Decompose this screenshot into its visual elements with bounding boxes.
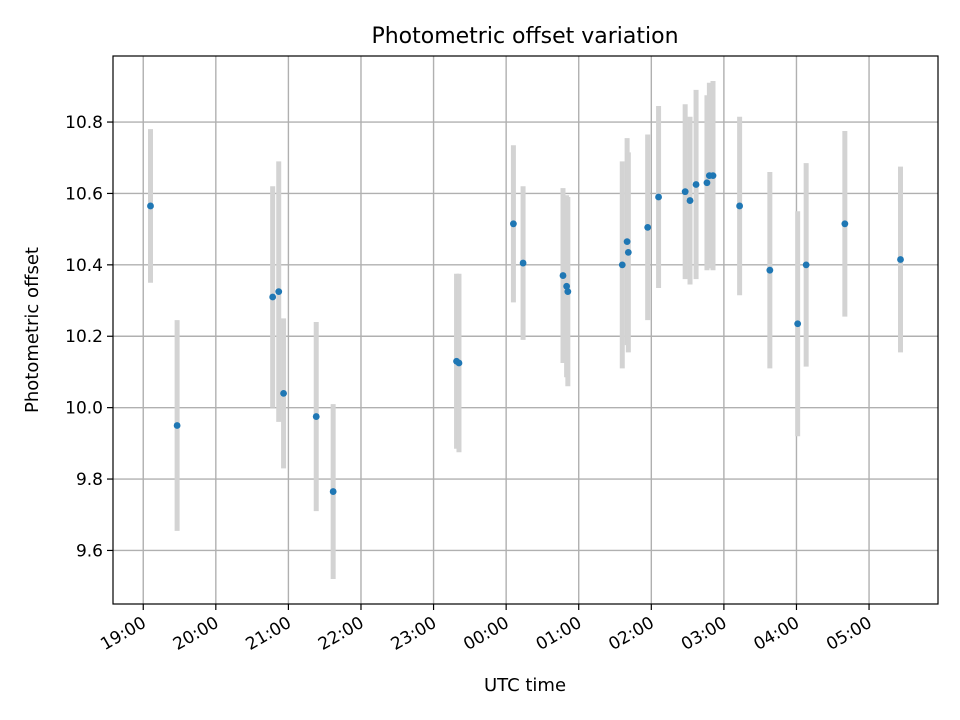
data-point: [841, 220, 849, 228]
y-axis-ticks: 9.6 9.8 10.0 10.2 10.4 10.6 10.8: [65, 113, 113, 561]
x-tick-label: 23:00: [388, 613, 440, 655]
x-tick-label: 03:00: [678, 613, 730, 655]
data-point: [681, 188, 689, 196]
y-tick-label: 10.0: [65, 399, 103, 419]
chart-title: Photometric offset variation: [371, 24, 678, 49]
x-tick-label: 22:00: [315, 613, 367, 655]
data-point: [559, 272, 567, 279]
y-tick-label: 10.8: [65, 113, 103, 133]
y-axis-label: Photometric offset: [22, 247, 43, 413]
data-point: [736, 202, 744, 210]
x-tick-label: 05:00: [823, 613, 875, 655]
x-axis-ticks: 19:00 20:00 21:00 22:00 23:00 00:00 01:00 02:00…: [97, 604, 876, 655]
data-point: [794, 320, 802, 328]
x-tick-label: 21:00: [242, 613, 294, 655]
data-point: [618, 261, 626, 269]
data-point: [563, 282, 571, 290]
y-tick-label: 10.2: [65, 327, 103, 347]
data-point: [173, 422, 181, 429]
data-point: [275, 288, 283, 296]
plot-frame: [112, 55, 939, 605]
y-tick-label: 9.6: [76, 541, 103, 561]
x-axis-label: UTC time: [484, 675, 566, 696]
data-point: [519, 259, 527, 267]
data-point: [329, 488, 337, 495]
error-bars: [148, 80, 903, 580]
data-point: [564, 288, 572, 296]
data-point: [312, 413, 320, 420]
data-point: [802, 261, 810, 269]
data-point: [510, 220, 517, 228]
x-tick-label: 00:00: [460, 613, 512, 655]
data-point: [766, 266, 774, 274]
data-point: [692, 181, 700, 188]
x-tick-label: 04:00: [751, 613, 803, 655]
data-point: [703, 179, 711, 187]
y-tick-label: 10.4: [65, 256, 103, 276]
y-tick-label: 9.8: [76, 470, 103, 490]
data-point: [623, 238, 631, 246]
x-tick-label: 01:00: [533, 613, 585, 655]
data-point: [147, 202, 154, 210]
data-point: [655, 193, 662, 201]
data-point: [269, 293, 277, 301]
data-point: [644, 223, 652, 231]
data-point: [709, 172, 717, 179]
data-point: [455, 359, 463, 367]
data-point: [280, 389, 287, 397]
data-point: [686, 197, 694, 204]
x-tick-label: 19:00: [97, 613, 149, 655]
data-point: [897, 256, 904, 263]
y-tick-label: 10.6: [65, 184, 103, 204]
data-point: [624, 248, 632, 256]
x-tick-label: 02:00: [605, 613, 657, 655]
data-points: [147, 172, 904, 495]
x-tick-label: 20:00: [170, 613, 222, 655]
